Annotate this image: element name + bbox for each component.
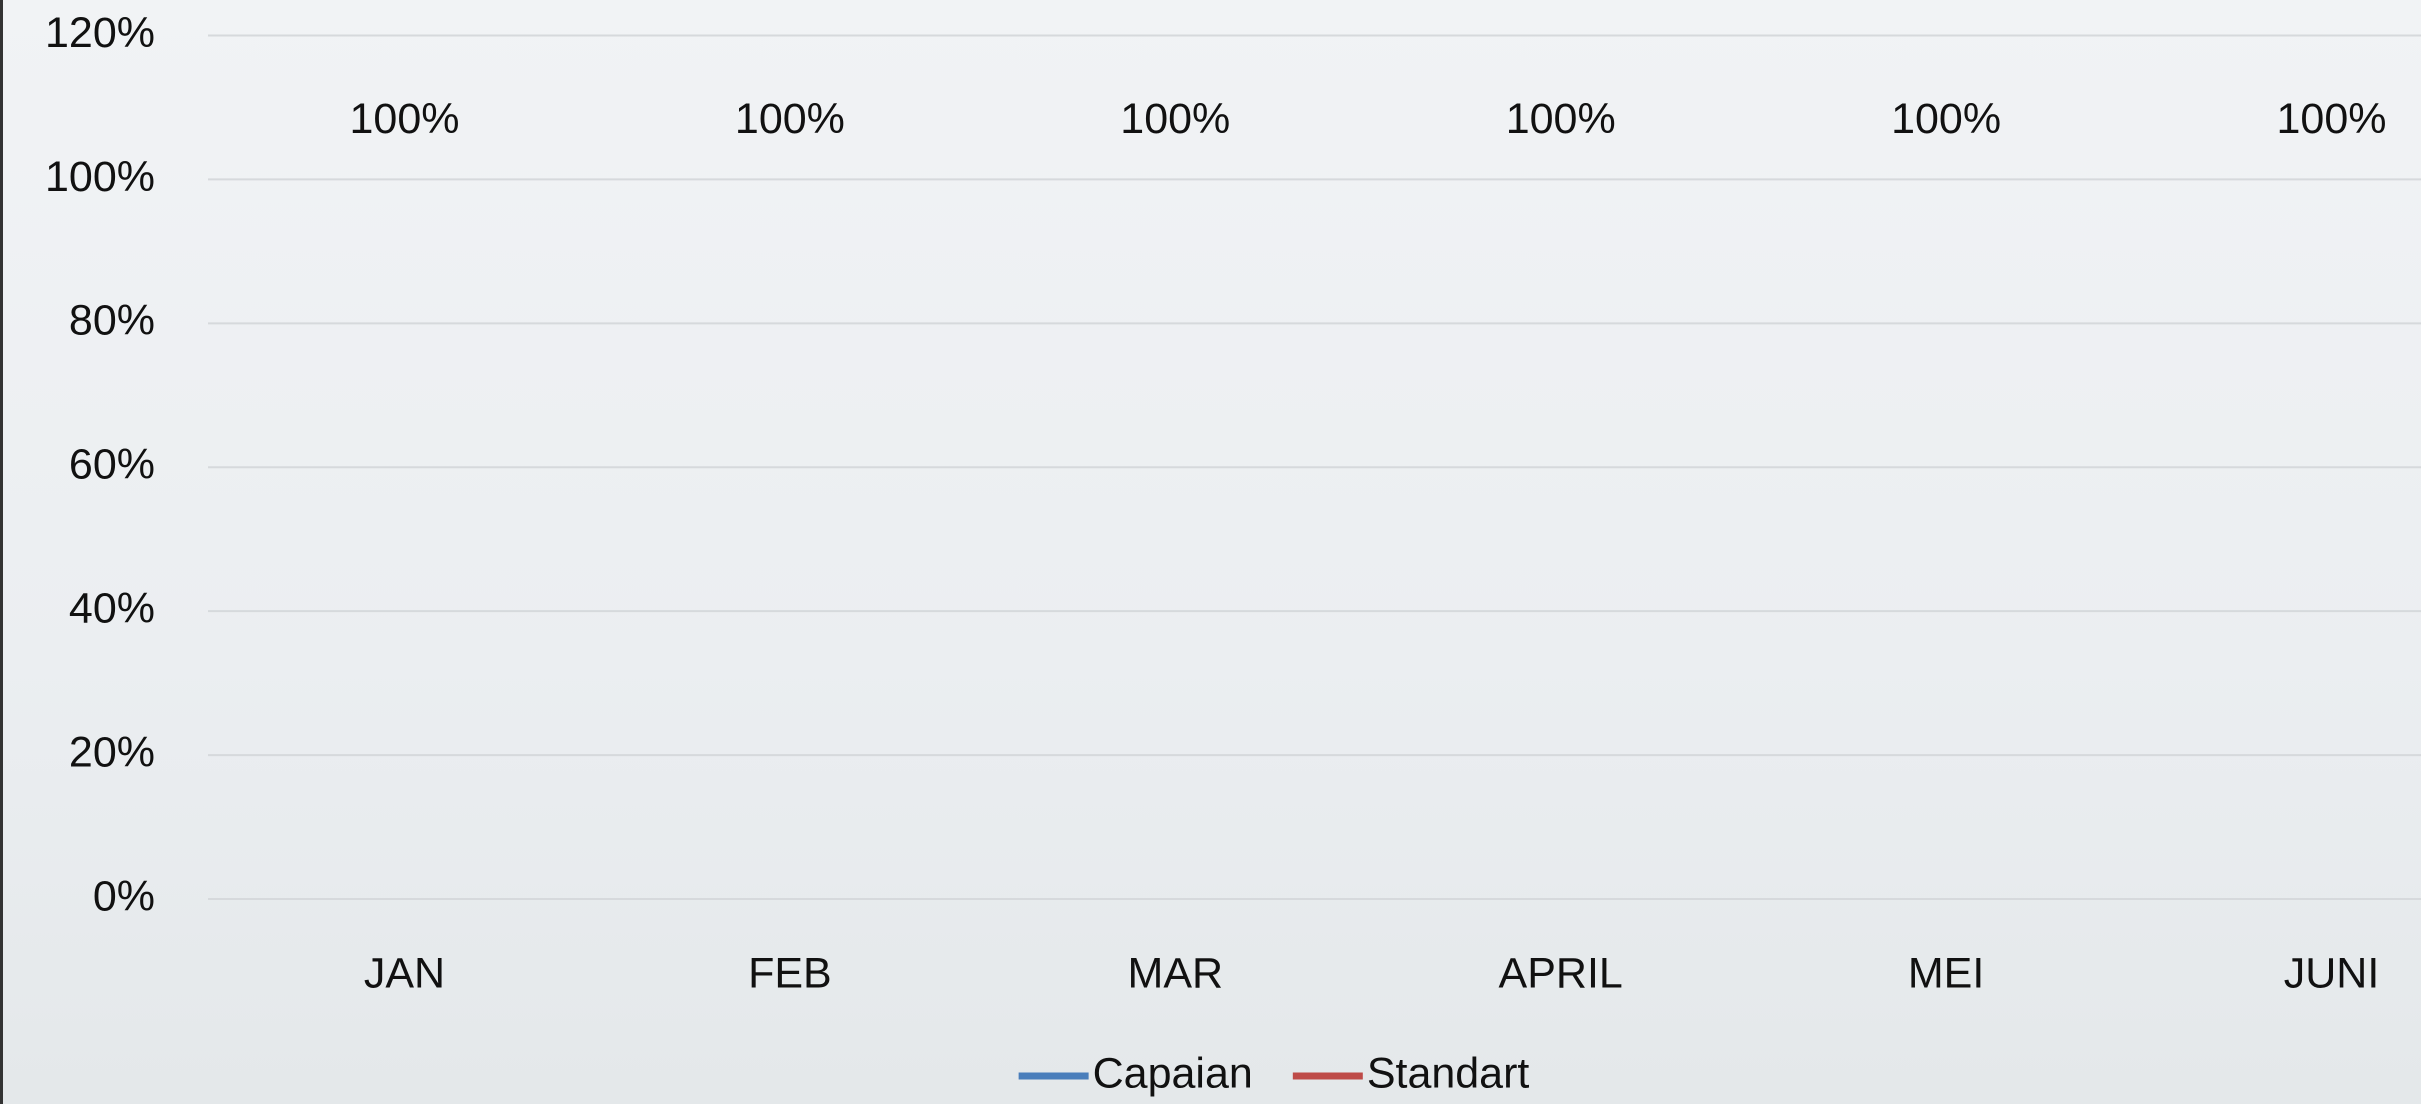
y-tick-label: 0% [93, 872, 155, 920]
x-tick-label: APRIL [1499, 949, 1623, 997]
y-tick-label: 20% [69, 728, 155, 776]
data-label: 100% [1891, 95, 2001, 143]
x-tick-label: MEI [1908, 949, 1984, 997]
data-label: 100% [1120, 95, 1230, 143]
left-border [0, 0, 3, 1104]
y-tick-label: 40% [69, 585, 155, 633]
x-tick-label: JUNI [2284, 949, 2380, 997]
data-label: 100% [350, 95, 460, 143]
x-tick-label: FEB [748, 949, 832, 997]
legend-label: Capaian [1093, 1049, 1253, 1097]
y-tick-label: 80% [69, 297, 155, 345]
y-tick-label: 120% [45, 9, 155, 57]
x-tick-label: JAN [364, 949, 445, 997]
y-tick-label: 60% [69, 441, 155, 489]
x-tick-label: MAR [1128, 949, 1224, 997]
data-label: 100% [2277, 95, 2387, 143]
y-tick-label: 100% [45, 153, 155, 201]
data-label: 100% [1506, 95, 1616, 143]
legend-label: Standart [1367, 1049, 1530, 1097]
data-label: 100% [735, 95, 845, 143]
